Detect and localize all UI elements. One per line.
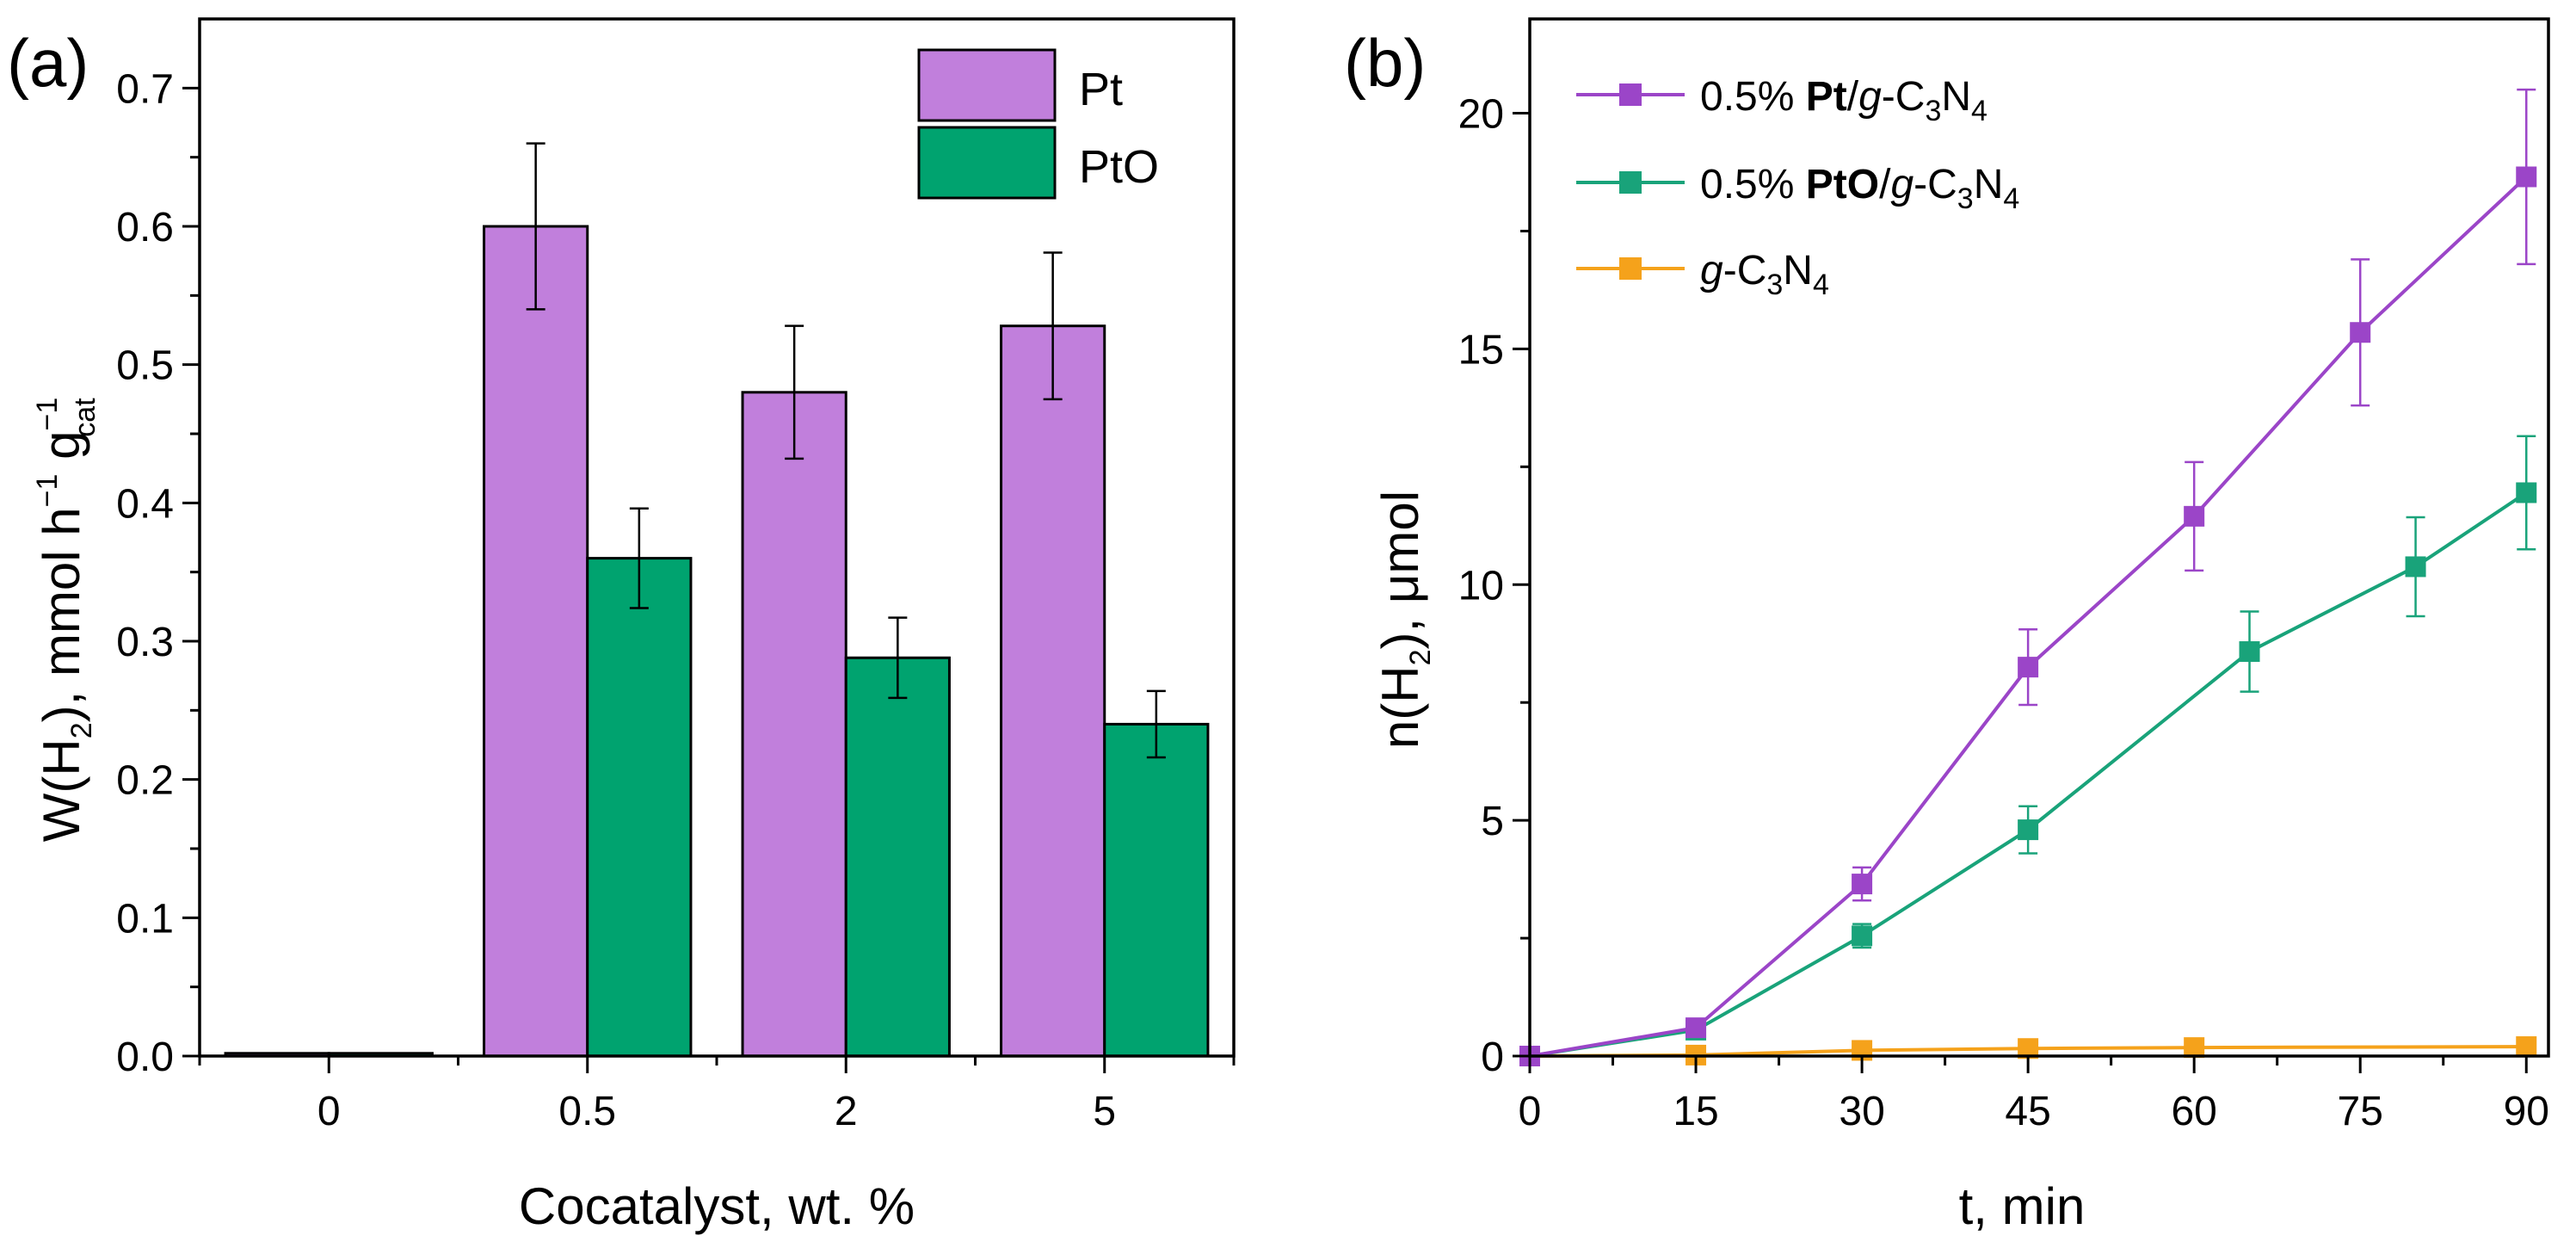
panel-a-x-axis-title: Cocatalyst, wt. %: [519, 1177, 915, 1235]
point-pt-30: [1852, 874, 1873, 895]
legend-swatch-pto: [917, 126, 1057, 200]
panel-b-x-axis-title: t, min: [1959, 1177, 2086, 1235]
panel-a-bar-chart: (a) W(H2), mmol h−1 g−1 cat Cocatalyst, w…: [7, 17, 1236, 1235]
y-tick-label-10: 10: [1458, 563, 1504, 608]
x-tick-label-75: 75: [2338, 1089, 2383, 1134]
x-tick-label-60: 60: [2171, 1089, 2216, 1134]
panel-a-label: (a): [7, 25, 89, 101]
point-pt-45: [2018, 657, 2039, 678]
bar-pto-0.5: [586, 557, 693, 1058]
panel-b-legend: 0.5% Pt/g-C3N4 0.5% PtO/g-C3N4 g-C3N4: [1576, 74, 2019, 301]
x-tick-label-45: 45: [2005, 1089, 2050, 1134]
panel-b-frame: [1528, 17, 2550, 1058]
point-gc3n4-90: [2516, 1036, 2537, 1058]
legend-label-pt-gc3n4: 0.5% Pt/g-C3N4: [1700, 74, 1987, 127]
x-tick-label-0: 0: [1519, 1089, 1542, 1134]
y-tick-label-5: 5: [1481, 799, 1504, 844]
panel-a-y-axis-title: W(H2), mmol h−1 g−1 cat: [31, 398, 102, 842]
panel-b-y-axis-title: n(H2), μmol: [1371, 491, 1437, 749]
legend-entry-pt-gc3n4: 0.5% Pt/g-C3N4: [1576, 74, 1987, 127]
y-tick-label-0.6: 0.6: [116, 205, 174, 250]
point-pto-30: [1852, 925, 1873, 947]
series-line-pto: [1529, 491, 2528, 1058]
panel-b-label: (b): [1344, 25, 1426, 101]
legend-marker-pto: [1619, 171, 1642, 194]
panel-a-legend: Pt PtO: [917, 48, 1159, 200]
point-pt-75: [2350, 322, 2371, 343]
x-tick-label-0: 0: [317, 1089, 341, 1134]
y-tick-label-0.3: 0.3: [116, 620, 174, 665]
legend-label-pt: Pt: [1079, 64, 1123, 115]
x-tick-label-30: 30: [1839, 1089, 1884, 1134]
bar-pt-5: [1000, 324, 1106, 1058]
x-tick-label-90: 90: [2504, 1089, 2549, 1134]
point-pto-90: [2516, 482, 2537, 503]
legend-entry-gc3n4: g-C3N4: [1576, 248, 1829, 301]
x-tick-label-15: 15: [1673, 1089, 1718, 1134]
point-pt-15: [1685, 1017, 1707, 1039]
series-line-pt: [1529, 176, 2528, 1058]
y-tick-label-15: 15: [1458, 327, 1504, 373]
y-tick-label-0: 0: [1481, 1035, 1504, 1080]
y-tick-label-0.0: 0.0: [116, 1035, 174, 1080]
panel-b-line-chart: (b) n(H2), μmol t, min 0 15 30 45 60 75 90 0 5 10…: [1344, 17, 2550, 1235]
panel-a-frame: [198, 17, 1236, 1058]
point-pt-90: [2516, 166, 2537, 188]
legend-swatch-pt: [917, 48, 1057, 122]
x-tick-label-2: 2: [835, 1089, 858, 1134]
legend-marker-gc3n4: [1619, 257, 1642, 280]
point-pto-65: [2239, 641, 2260, 663]
point-pt-60: [2184, 505, 2205, 527]
legend-label-pto: PtO: [1079, 141, 1159, 193]
y-tick-label-0.4: 0.4: [116, 481, 174, 527]
point-gc3n4-60: [2184, 1037, 2205, 1059]
bar-pto-5: [1103, 722, 1210, 1058]
legend-label-pto-gc3n4: 0.5% PtO/g-C3N4: [1700, 162, 2019, 215]
y-tick-label-0.7: 0.7: [116, 66, 174, 112]
legend-entry-pto-gc3n4: 0.5% PtO/g-C3N4: [1576, 162, 2019, 215]
panel-a-plot-area: 0 0.5 2 5 0.0 0.1 0.2 0.3 0.4 0.5 0.6 0.7: [116, 17, 1236, 1134]
y-tick-label-20: 20: [1458, 92, 1504, 138]
x-tick-label-0.5: 0.5: [558, 1089, 616, 1134]
y-tick-label-0.5: 0.5: [116, 343, 174, 389]
x-tick-label-5: 5: [1093, 1089, 1116, 1134]
y-tick-label-0.2: 0.2: [116, 758, 174, 804]
panel-b-plot-area: 0 15 30 45 60 75 90 0 5 10 15 20: [1458, 17, 2550, 1134]
bar-pto-2: [844, 656, 951, 1058]
point-pto-45: [2018, 819, 2039, 841]
legend-marker-pt: [1619, 83, 1642, 106]
y-tick-label-0.1: 0.1: [116, 896, 174, 942]
bar-pt-0.5: [483, 225, 589, 1058]
point-pto-80: [2405, 556, 2426, 578]
bar-pt-2: [741, 391, 847, 1058]
legend-label-gc3n4: g-C3N4: [1700, 248, 1829, 301]
